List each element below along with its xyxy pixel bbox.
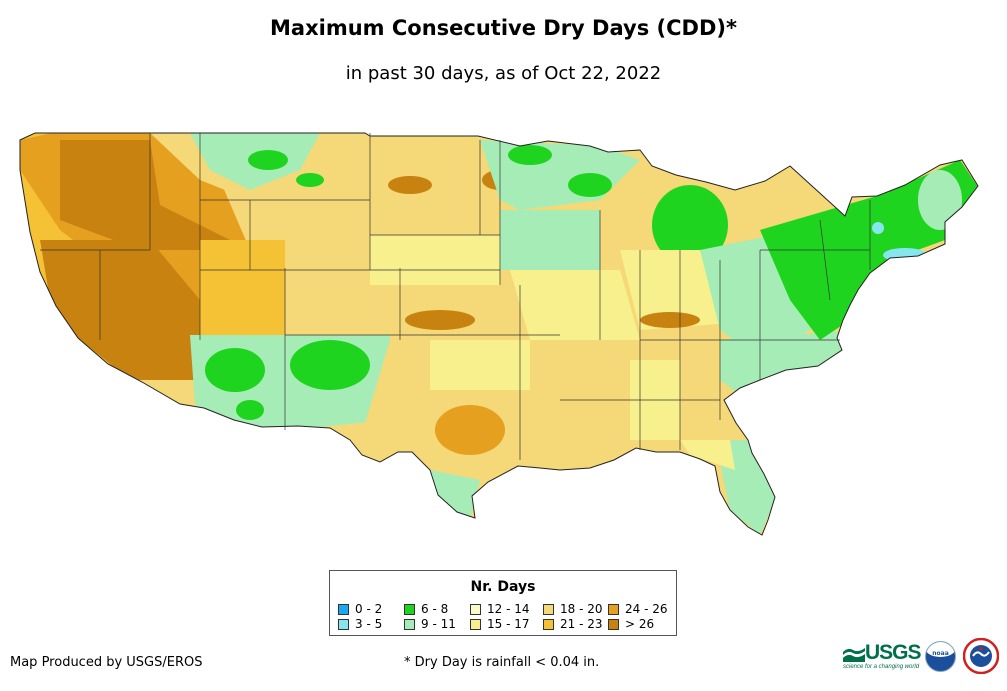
map-subtitle: in past 30 days, as of Oct 22, 2022 [345,63,662,84]
florida-panhandle-field [680,440,735,470]
legend-swatch [543,604,554,615]
kentucky-dry-spot [640,312,700,328]
legend-item: 6 - 8 [404,603,448,615]
legend-swatch [543,619,554,630]
usgs-logo-icon: USGS science for a changing world [843,641,922,672]
legend-label: 15 - 17 [487,617,530,631]
montana-wet-spot-2 [296,173,324,187]
nws-logo-icon [963,638,999,674]
legend-swatch [404,619,415,630]
new-mexico-wet-spot [290,340,370,390]
legend-label: > 26 [625,617,655,631]
usgs-logo-text: USGS [865,641,922,664]
legend-swatch [608,619,619,630]
kansas-dry-spot [405,310,475,330]
wisconsin-wet-spot [568,173,612,197]
legend-item: 21 - 23 [543,618,603,630]
noaa-bird-shape [926,642,955,658]
missouri-field [510,270,640,340]
oklahoma-field [430,340,530,390]
legend-item: 24 - 26 [608,603,668,615]
new-england-light-field [918,170,962,230]
south-texas-wet-field [430,470,480,520]
legend-item: 15 - 17 [470,618,530,630]
legend-label: 9 - 11 [421,617,456,631]
great-basin-field [40,240,200,380]
arizona-wet-spot [205,348,265,392]
map-title: Maximum Consecutive Dry Days (CDD)* [270,16,737,40]
legend-label: 21 - 23 [560,617,603,631]
nebraska-field [370,235,500,285]
legend-label: 24 - 26 [625,602,668,616]
legend-swatch [470,604,481,615]
noaa-logo-icon: noaa [925,641,956,672]
usgs-tagline: science for a changing world [843,664,920,670]
legend-swatch [470,619,481,630]
texas-dry-spot [435,405,505,455]
legend-item: 12 - 14 [470,603,530,615]
legend-label: 6 - 8 [421,602,449,616]
noaa-logo-text: noaa [932,650,949,657]
legend-label: 12 - 14 [487,602,530,616]
legend-swatch [338,604,349,615]
arizona-wet-spot-2 [236,400,264,420]
legend-swatch [608,604,619,615]
legend-label: 18 - 20 [560,602,603,616]
legend-item: 0 - 2 [338,603,382,615]
legend-label: 0 - 2 [355,602,383,616]
minnesota-wet-spot [508,145,552,165]
legend-label: 3 - 5 [355,617,383,631]
legend-item: > 26 [608,618,654,630]
legend-title: Nr. Days [470,579,536,595]
legend-item: 9 - 11 [404,618,456,630]
arkansas-field [530,340,590,410]
legend-item: 18 - 20 [543,603,603,615]
usgs-wave-icon [843,648,865,662]
utah-field [200,240,285,335]
legend-swatch [338,619,349,630]
maine-cyan-spot [872,222,884,234]
legend-swatch [404,604,415,615]
legend-item: 3 - 5 [338,618,382,630]
oregon-idaho-field [60,140,250,250]
state-boundaries [40,133,871,460]
map-credit: Map Produced by USGS/EROS [10,655,203,670]
dry-day-footnote: * Dry Day is rainfall < 0.04 in. [404,655,600,670]
iowa-field [500,210,600,270]
montana-wet-spot [248,150,288,170]
michigan-wet-field [652,185,728,265]
south-dakota-dry-spot [388,176,432,194]
dakotas-field [370,136,500,240]
